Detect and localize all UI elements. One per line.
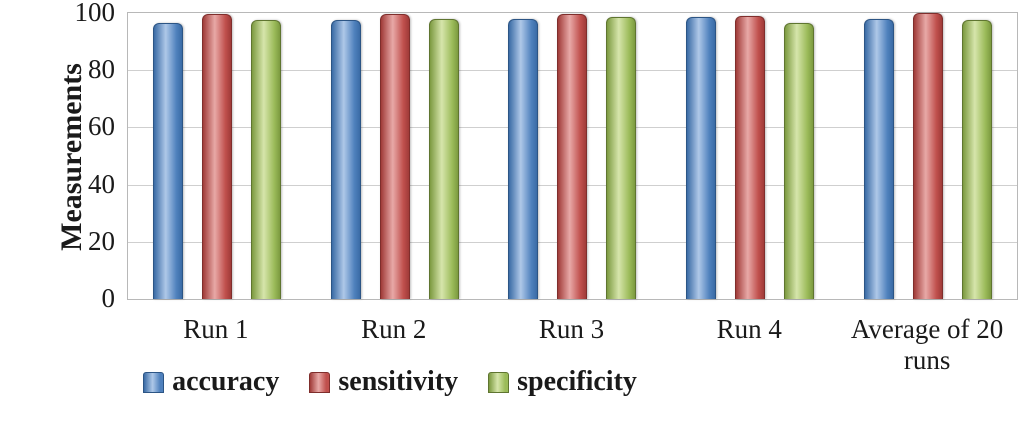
bar-specificity	[784, 23, 815, 299]
bar-accuracy	[508, 18, 539, 299]
y-tick-label: 0	[101, 283, 116, 313]
plot-area	[127, 12, 1018, 300]
x-axis-labels: Run 1 Run 2 Run 3 Run 4 Average of 20 runs	[127, 314, 1016, 376]
bar-sensitivity	[557, 14, 588, 299]
bar-specificity	[428, 18, 459, 299]
bar-sensitivity	[201, 14, 232, 299]
bar-accuracy	[330, 20, 361, 299]
bar-accuracy	[864, 18, 895, 299]
legend-item-specificity: specificity	[488, 366, 637, 398]
y-tick-label: 80	[88, 54, 115, 85]
y-tick-label: 60	[88, 111, 115, 142]
bar-group	[128, 13, 306, 299]
bar-accuracy	[686, 17, 717, 299]
x-category-label: Run 4	[716, 314, 782, 344]
bar-group	[306, 13, 484, 299]
x-category-label: Run 3	[538, 314, 605, 344]
y-axis-title: Measurements	[55, 63, 88, 251]
y-tick-label: 20	[88, 225, 115, 256]
legend-swatch-accuracy	[143, 371, 165, 393]
bar-specificity	[962, 20, 993, 299]
x-category-label: Average of 20 runs	[850, 314, 1004, 375]
x-category-label: Run 1	[183, 314, 249, 344]
legend-label: accuracy	[172, 366, 280, 397]
legend-swatch-sensitivity	[309, 371, 331, 393]
bar-group	[484, 13, 662, 299]
bar-sensitivity	[913, 13, 944, 299]
legend-label: specificity	[517, 366, 637, 397]
bar-group	[839, 13, 1017, 299]
legend-item-sensitivity: sensitivity	[309, 366, 458, 398]
y-tick-label: 40	[88, 168, 115, 199]
bar-specificity	[250, 20, 281, 299]
bar-groups	[128, 13, 1017, 299]
legend: accuracy sensitivity specificity	[0, 366, 780, 398]
bar-accuracy	[152, 23, 183, 299]
x-category-label: Run 2	[361, 314, 427, 344]
bar-group	[661, 13, 839, 299]
y-tick-label: 100	[74, 0, 116, 27]
bar-sensitivity	[735, 15, 766, 299]
bar-specificity	[606, 17, 637, 299]
bar-sensitivity	[379, 14, 410, 299]
legend-item-accuracy: accuracy	[143, 366, 279, 398]
legend-label: sensitivity	[338, 366, 459, 397]
legend-swatch-specificity	[488, 371, 510, 393]
